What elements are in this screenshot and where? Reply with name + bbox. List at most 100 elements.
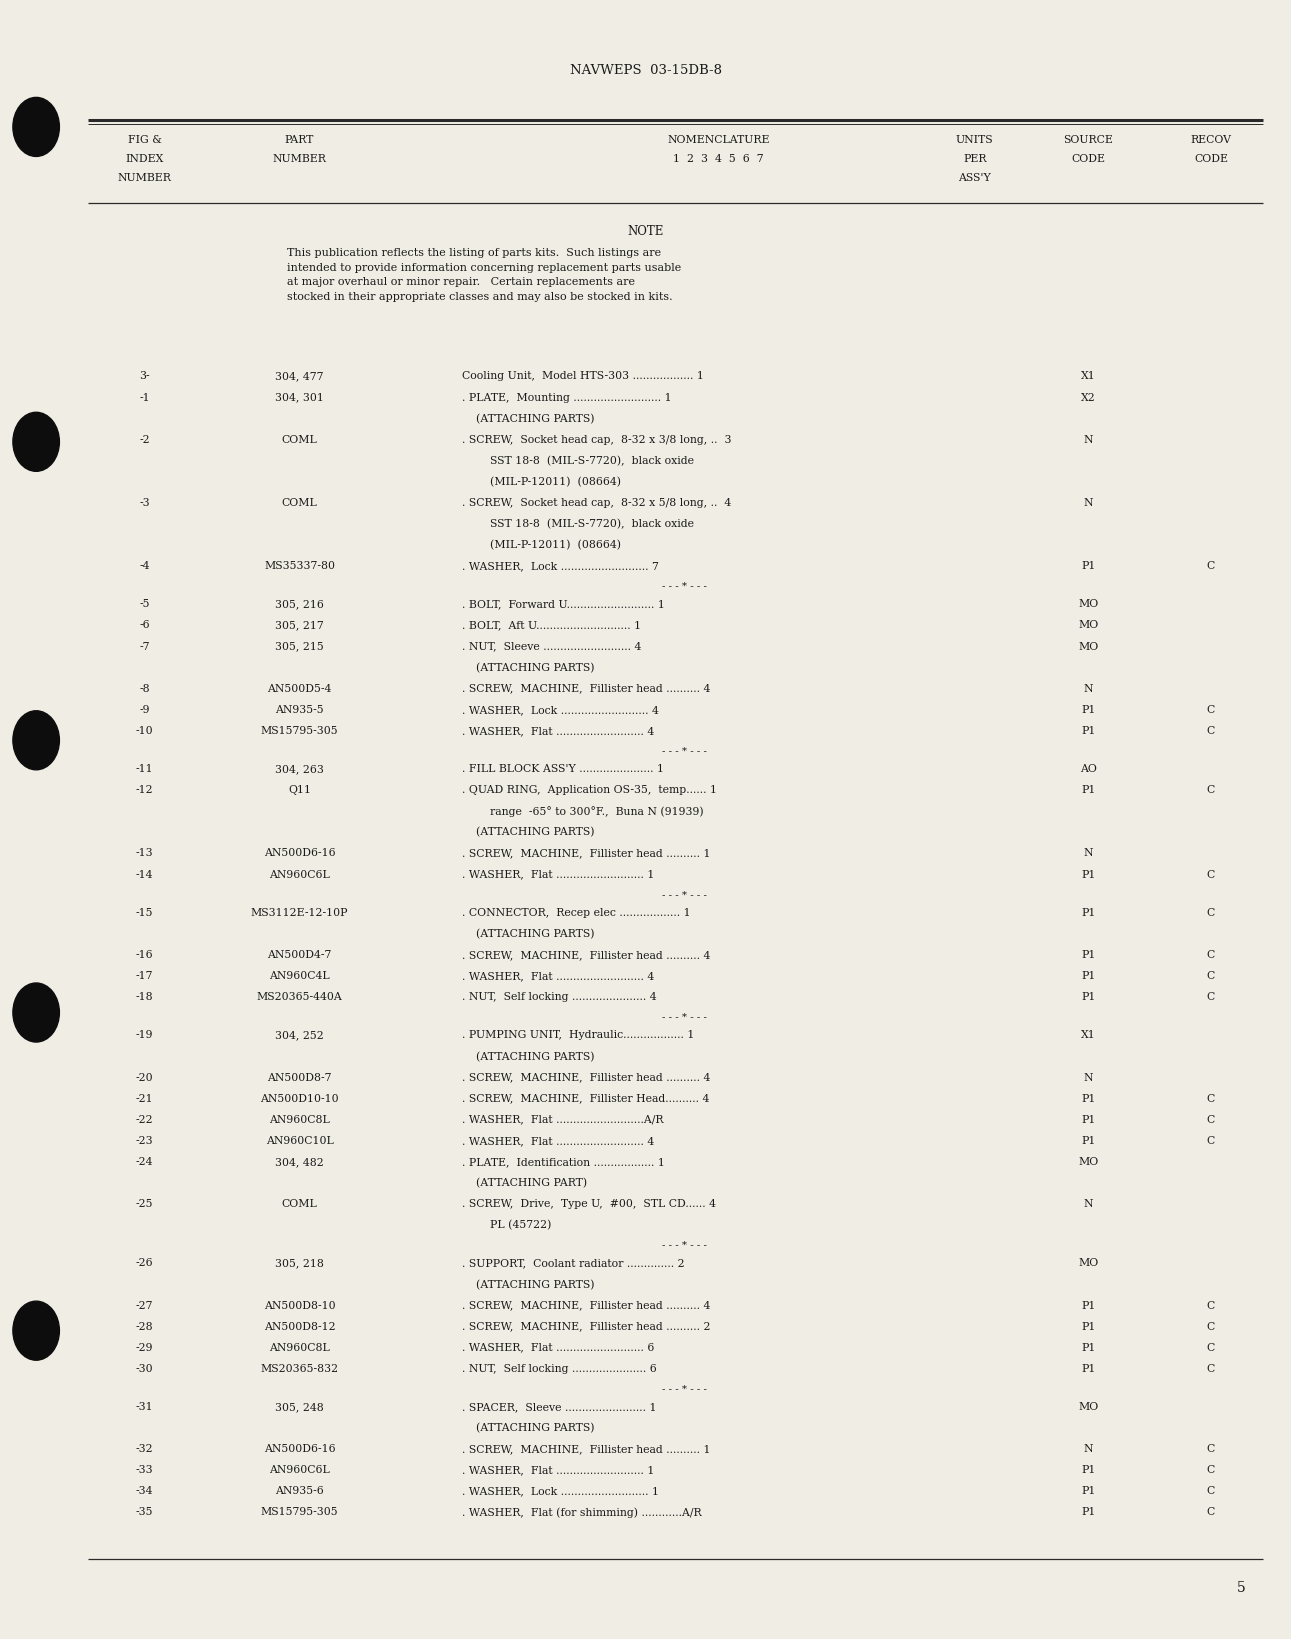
Text: NAVWEPS  03-15DB-8: NAVWEPS 03-15DB-8 bbox=[569, 64, 722, 77]
Text: P1: P1 bbox=[1081, 785, 1096, 795]
Text: P1: P1 bbox=[1081, 970, 1096, 980]
Text: AN500D8-12: AN500D8-12 bbox=[263, 1321, 336, 1331]
Text: -33: -33 bbox=[136, 1464, 154, 1475]
Text: MS20365-440A: MS20365-440A bbox=[257, 992, 342, 1001]
Text: MO: MO bbox=[1078, 600, 1099, 610]
Text: RECOV: RECOV bbox=[1190, 134, 1232, 146]
Text: 305, 248: 305, 248 bbox=[275, 1401, 324, 1411]
Text: COML: COML bbox=[281, 1198, 318, 1208]
Text: 304, 301: 304, 301 bbox=[275, 392, 324, 402]
Text: -32: -32 bbox=[136, 1444, 154, 1454]
Text: 5: 5 bbox=[1237, 1580, 1246, 1593]
Text: . SCREW,  Drive,  Type U,  #00,  STL CD...... 4: . SCREW, Drive, Type U, #00, STL CD.....… bbox=[462, 1198, 717, 1208]
Text: MS20365-832: MS20365-832 bbox=[261, 1364, 338, 1373]
Text: P1: P1 bbox=[1081, 1136, 1096, 1146]
Text: C: C bbox=[1207, 561, 1215, 570]
Text: AN500D5-4: AN500D5-4 bbox=[267, 683, 332, 693]
Text: NOTE: NOTE bbox=[627, 225, 664, 238]
Text: -7: -7 bbox=[139, 641, 150, 651]
Text: -2: -2 bbox=[139, 434, 150, 444]
Text: . WASHER,  Flat .......................... 1: . WASHER, Flat .........................… bbox=[462, 1464, 655, 1475]
Text: . FILL BLOCK ASS'Y ...................... 1: . FILL BLOCK ASS'Y .....................… bbox=[462, 764, 664, 774]
Text: -30: -30 bbox=[136, 1364, 154, 1373]
Text: AN960C4L: AN960C4L bbox=[270, 970, 329, 980]
Text: -35: -35 bbox=[136, 1506, 154, 1516]
Text: . PUMPING UNIT,  Hydraulic.................. 1: . PUMPING UNIT, Hydraulic...............… bbox=[462, 1029, 695, 1039]
Text: . WASHER,  Flat (for shimming) ............A/R: . WASHER, Flat (for shimming) ..........… bbox=[462, 1506, 702, 1518]
Text: . QUAD RING,  Application OS-35,  temp...... 1: . QUAD RING, Application OS-35, temp....… bbox=[462, 785, 718, 795]
Text: AN935-6: AN935-6 bbox=[275, 1485, 324, 1495]
Text: . WASHER,  Lock .......................... 7: . WASHER, Lock .........................… bbox=[462, 561, 658, 570]
Text: . WASHER,  Flat .......................... 4: . WASHER, Flat .........................… bbox=[462, 726, 655, 736]
Text: NOMENCLATURE: NOMENCLATURE bbox=[667, 134, 769, 146]
Text: C: C bbox=[1207, 726, 1215, 736]
Text: (ATTACHING PARTS): (ATTACHING PARTS) bbox=[462, 413, 595, 423]
Text: -27: -27 bbox=[136, 1300, 154, 1310]
Text: P1: P1 bbox=[1081, 1364, 1096, 1373]
Text: . BOLT,  Aft U............................ 1: . BOLT, Aft U...........................… bbox=[462, 620, 642, 629]
Circle shape bbox=[13, 98, 59, 157]
Text: C: C bbox=[1207, 1321, 1215, 1331]
Text: 1  2  3  4  5  6  7: 1 2 3 4 5 6 7 bbox=[673, 154, 764, 164]
Text: N: N bbox=[1083, 1444, 1093, 1454]
Text: 304, 482: 304, 482 bbox=[275, 1155, 324, 1165]
Text: P1: P1 bbox=[1081, 1093, 1096, 1103]
Text: P1: P1 bbox=[1081, 726, 1096, 736]
Text: AN960C10L: AN960C10L bbox=[266, 1136, 333, 1146]
Text: . WASHER,  Flat .......................... 4: . WASHER, Flat .........................… bbox=[462, 970, 655, 980]
Text: -16: -16 bbox=[136, 949, 154, 959]
Text: -10: -10 bbox=[136, 726, 154, 736]
Text: C: C bbox=[1207, 1464, 1215, 1475]
Text: N: N bbox=[1083, 1198, 1093, 1208]
Text: AO: AO bbox=[1079, 764, 1097, 774]
Text: P1: P1 bbox=[1081, 1464, 1096, 1475]
Text: AN960C6L: AN960C6L bbox=[269, 869, 330, 879]
Text: This publication reflects the listing of parts kits.  Such listings are
intended: This publication reflects the listing of… bbox=[287, 247, 680, 302]
Text: -8: -8 bbox=[139, 683, 150, 693]
Text: . NUT,  Self locking ...................... 6: . NUT, Self locking ....................… bbox=[462, 1364, 657, 1373]
Circle shape bbox=[13, 983, 59, 1042]
Text: 305, 217: 305, 217 bbox=[275, 620, 324, 629]
Text: SOURCE: SOURCE bbox=[1064, 134, 1113, 146]
Text: -24: -24 bbox=[136, 1155, 154, 1165]
Text: -26: -26 bbox=[136, 1257, 154, 1267]
Text: P1: P1 bbox=[1081, 949, 1096, 959]
Text: (ATTACHING PARTS): (ATTACHING PARTS) bbox=[462, 1278, 595, 1288]
Text: COML: COML bbox=[281, 498, 318, 508]
Text: . SCREW,  Socket head cap,  8-32 x 3/8 long, ..  3: . SCREW, Socket head cap, 8-32 x 3/8 lon… bbox=[462, 434, 732, 444]
Text: MS35337-80: MS35337-80 bbox=[265, 561, 334, 570]
Text: MO: MO bbox=[1078, 1257, 1099, 1267]
Text: -4: -4 bbox=[139, 561, 150, 570]
Text: P1: P1 bbox=[1081, 869, 1096, 879]
Text: C: C bbox=[1207, 1093, 1215, 1103]
Text: PART: PART bbox=[285, 134, 314, 146]
Text: C: C bbox=[1207, 785, 1215, 795]
Text: C: C bbox=[1207, 970, 1215, 980]
Text: . WASHER,  Flat .......................... 6: . WASHER, Flat .........................… bbox=[462, 1342, 655, 1352]
Text: (MIL-P-12011)  (08664): (MIL-P-12011) (08664) bbox=[462, 477, 621, 487]
Text: Cooling Unit,  Model HTS-303 .................. 1: Cooling Unit, Model HTS-303 ............… bbox=[462, 372, 704, 382]
Text: AN500D8-7: AN500D8-7 bbox=[267, 1072, 332, 1082]
Text: AN960C6L: AN960C6L bbox=[269, 1464, 330, 1475]
Text: . SCREW,  MACHINE,  Fillister head .......... 2: . SCREW, MACHINE, Fillister head .......… bbox=[462, 1321, 710, 1331]
Text: PER: PER bbox=[963, 154, 986, 164]
Text: -31: -31 bbox=[136, 1401, 154, 1411]
Text: . WASHER,  Lock .......................... 1: . WASHER, Lock .........................… bbox=[462, 1485, 660, 1495]
Text: P1: P1 bbox=[1081, 705, 1096, 715]
Text: MS3112E-12-10P: MS3112E-12-10P bbox=[250, 908, 349, 918]
Text: -9: -9 bbox=[139, 705, 150, 715]
Text: NUMBER: NUMBER bbox=[272, 154, 327, 164]
Text: . SCREW,  MACHINE,  Fillister Head.......... 4: . SCREW, MACHINE, Fillister Head........… bbox=[462, 1093, 710, 1103]
Circle shape bbox=[13, 1301, 59, 1360]
Text: P1: P1 bbox=[1081, 1485, 1096, 1495]
Text: AN500D8-10: AN500D8-10 bbox=[263, 1300, 336, 1310]
Text: P1: P1 bbox=[1081, 1342, 1096, 1352]
Text: . SPACER,  Sleeve ........................ 1: . SPACER, Sleeve .......................… bbox=[462, 1401, 657, 1411]
Text: - - - * - - -: - - - * - - - bbox=[662, 1383, 706, 1393]
Text: CODE: CODE bbox=[1194, 154, 1228, 164]
Text: - - - * - - -: - - - * - - - bbox=[662, 1241, 706, 1249]
Text: C: C bbox=[1207, 1136, 1215, 1146]
Text: 3-: 3- bbox=[139, 372, 150, 382]
Text: . SCREW,  MACHINE,  Fillister head .......... 1: . SCREW, MACHINE, Fillister head .......… bbox=[462, 847, 710, 857]
Text: . WASHER,  Lock .......................... 4: . WASHER, Lock .........................… bbox=[462, 705, 658, 715]
